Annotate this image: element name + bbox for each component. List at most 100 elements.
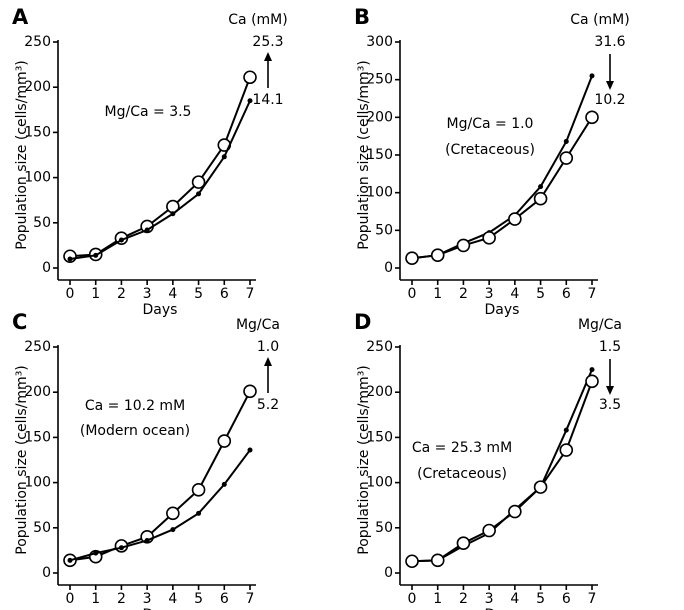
y-tick-label: 150 xyxy=(366,429,393,445)
x-tick-label: 0 xyxy=(66,286,75,302)
x-tick-label: 1 xyxy=(433,286,442,302)
point xyxy=(482,523,496,538)
x-tick-label: 3 xyxy=(485,286,494,302)
annotation: Mg/Ca = 3.5 xyxy=(105,104,192,120)
x-tick-label: 0 xyxy=(408,286,417,302)
y-tick-label: 150 xyxy=(366,147,393,163)
y-tick-label: 100 xyxy=(24,170,51,186)
legend-label: 1.0 xyxy=(257,339,279,355)
y-tick-label: 200 xyxy=(24,384,51,400)
point xyxy=(221,481,227,487)
series-line xyxy=(69,449,251,562)
x-tick-label: 1 xyxy=(91,591,100,607)
x-tick-label: 5 xyxy=(194,286,203,302)
panel-label: C xyxy=(12,310,27,334)
point xyxy=(482,231,496,245)
y-tick-label: 0 xyxy=(384,565,393,581)
x-axis-label: Days xyxy=(485,607,520,610)
point xyxy=(585,374,599,389)
y-tick-label: 150 xyxy=(24,124,51,140)
annotation: Ca = 10.2 mM xyxy=(85,398,185,414)
point xyxy=(247,447,253,453)
point xyxy=(589,367,595,373)
point xyxy=(67,256,73,262)
point xyxy=(533,480,548,494)
point xyxy=(196,191,202,197)
point xyxy=(405,251,419,266)
y-tick-label: 50 xyxy=(375,222,393,238)
x-tick-label: 6 xyxy=(562,286,571,302)
point xyxy=(170,211,176,217)
point xyxy=(430,248,445,262)
legend-label: 5.2 xyxy=(257,397,279,413)
panel-label: D xyxy=(354,310,371,334)
panel-label: B xyxy=(354,5,370,29)
legend-title: Mg/Ca xyxy=(236,317,280,333)
y-axis-label: Population size (cells/mm³) xyxy=(356,365,372,555)
legend-label: 3.5 xyxy=(599,397,621,413)
y-tick-label: 250 xyxy=(366,339,393,355)
point xyxy=(93,252,99,258)
y-tick-label: 100 xyxy=(366,475,393,491)
x-tick-label: 4 xyxy=(168,591,177,607)
legend-label: 10.2 xyxy=(594,92,625,108)
annotation: (Cretaceous) xyxy=(417,466,507,482)
x-axis-label: Days xyxy=(143,607,178,610)
y-tick-label: 250 xyxy=(24,34,51,50)
y-tick-label: 200 xyxy=(24,79,51,95)
legend-label: 25.3 xyxy=(252,34,283,50)
point xyxy=(563,427,569,433)
x-tick-label: 7 xyxy=(246,286,255,302)
panel-label: A xyxy=(12,5,29,29)
point xyxy=(247,98,253,104)
point xyxy=(456,238,471,253)
point xyxy=(93,550,99,556)
point xyxy=(563,138,569,144)
point xyxy=(589,73,595,79)
arrow-head xyxy=(606,386,614,395)
x-axis-label: Days xyxy=(485,302,520,318)
x-tick-label: 5 xyxy=(194,591,203,607)
annotation: Mg/Ca = 1.0 xyxy=(447,116,534,132)
x-tick-label: 0 xyxy=(66,591,75,607)
point xyxy=(191,175,206,189)
annotation: (Modern ocean) xyxy=(80,423,190,439)
x-tick-label: 2 xyxy=(117,286,126,302)
x-tick-label: 6 xyxy=(220,591,229,607)
arrow-head xyxy=(264,52,272,61)
y-tick-label: 200 xyxy=(366,109,393,125)
point xyxy=(217,434,232,448)
point xyxy=(585,110,599,125)
y-tick-label: 300 xyxy=(366,34,393,50)
x-tick-label: 4 xyxy=(168,286,177,302)
y-tick-label: 50 xyxy=(33,215,51,231)
point xyxy=(191,483,206,497)
x-tick-label: 7 xyxy=(246,591,255,607)
x-tick-label: 5 xyxy=(536,286,545,302)
y-tick-label: 250 xyxy=(24,339,51,355)
legend-title: Mg/Ca xyxy=(578,317,622,333)
panel: C05010015020025001234567DaysPopulation s… xyxy=(12,310,280,610)
point xyxy=(243,384,257,399)
x-tick-label: 3 xyxy=(143,591,152,607)
annotation: Ca = 25.3 mM xyxy=(412,440,512,456)
x-tick-label: 6 xyxy=(562,591,571,607)
point xyxy=(559,151,574,165)
point xyxy=(559,443,574,457)
x-tick-label: 2 xyxy=(459,286,468,302)
point xyxy=(144,537,150,543)
point xyxy=(538,184,544,190)
x-tick-label: 1 xyxy=(91,286,100,302)
panel: D05010015020025001234567DaysPopulation s… xyxy=(354,310,622,610)
x-tick-label: 5 xyxy=(536,591,545,607)
legend-title: Ca (mM) xyxy=(228,12,287,28)
point xyxy=(243,70,257,85)
point xyxy=(533,191,548,206)
x-tick-label: 0 xyxy=(408,591,417,607)
y-tick-label: 0 xyxy=(42,565,51,581)
point xyxy=(170,527,176,533)
x-tick-label: 3 xyxy=(143,286,152,302)
